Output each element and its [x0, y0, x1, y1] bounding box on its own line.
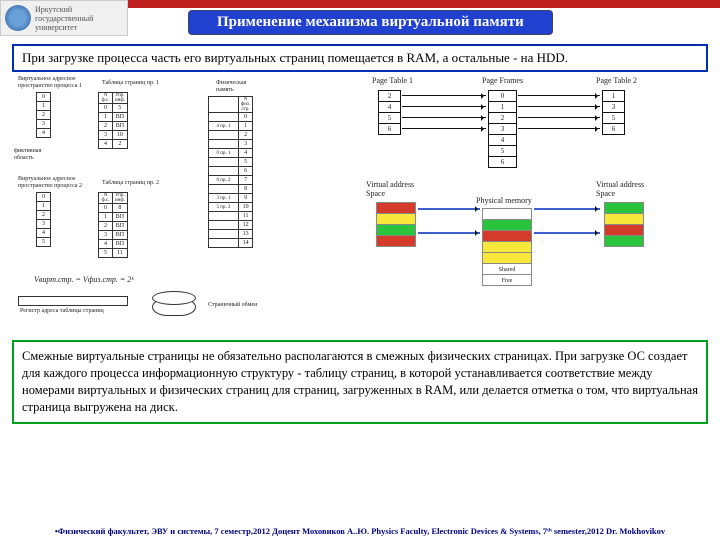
red-bar	[128, 0, 720, 8]
formula: Vвирт.стр. = Vфиз.стр. = 2ᵏ	[34, 276, 134, 285]
vas-arrow	[418, 208, 480, 210]
vas1-table: 01234	[36, 92, 51, 138]
pt1-list: 2456	[378, 90, 401, 135]
caption-pt2: Таблица страниц пр. 2	[102, 180, 159, 187]
diagram-right: Page Table 1 Page Frames Page Table 2 24…	[364, 76, 708, 336]
map-arrow	[518, 106, 600, 107]
slide-title: Применение механизма виртуальной памяти	[188, 10, 553, 35]
caption-phys: Физическая память	[216, 80, 254, 93]
vas-arrow	[534, 232, 600, 234]
label-vas2: Virtual address Space	[596, 180, 656, 198]
university-logo-block: Иркутский государственный университет	[0, 0, 128, 36]
pt2-table: N ф.с.Упр. инф.081ВП2ВП3ВП4ВП511	[98, 192, 128, 258]
caption-vas1: Виртуальное адресное пространство процес…	[18, 76, 88, 89]
map-arrow	[402, 95, 486, 96]
map-arrow	[518, 117, 600, 118]
vas1-stack	[376, 202, 416, 246]
label-pm: Physical memory	[476, 196, 532, 205]
explanation-callout: Смежные виртуальные страницы не обязател…	[12, 340, 708, 424]
intro-callout: При загрузке процесса часть его виртуаль…	[12, 44, 708, 72]
physmem-stack: SharedFree	[482, 208, 532, 285]
vas2-table: 012345	[36, 192, 51, 247]
caption-pt1: Таблица страниц пр. 1	[102, 80, 159, 87]
label-pt2: Page Table 2	[596, 76, 637, 85]
header: Иркутский государственный университет Пр…	[0, 0, 720, 36]
map-arrow	[402, 106, 486, 107]
university-name: Иркутский государственный университет	[35, 5, 123, 32]
caption-fict: фиктивная область	[14, 148, 54, 161]
label-pt1: Page Table 1	[372, 76, 413, 85]
caption-vas2: Виртуальное адресное пространство процес…	[18, 176, 88, 189]
register-box	[18, 296, 128, 306]
pt1-table: N ф.с.Упр. инф.051ВП2ВП31042	[98, 92, 128, 149]
phys-table: N физ. стр.04 пр. 11230 пр. 14560 пр. 27…	[208, 96, 253, 248]
footer-text: •Физический факультет, ЭВУ и системы, 7 …	[0, 526, 720, 536]
label-pf: Page Frames	[482, 76, 523, 85]
map-arrow	[402, 117, 486, 118]
map-arrow	[518, 95, 600, 96]
caption-register: Регистр адреса таблицы страниц	[20, 308, 104, 315]
label-vas1: Virtual address Space	[366, 180, 426, 198]
disk-icon	[152, 298, 196, 316]
vas-arrow	[418, 232, 480, 234]
pt2-list: 1356	[602, 90, 625, 135]
vas-arrow	[534, 208, 600, 210]
caption-swap: Страничный обмен	[208, 302, 257, 309]
map-arrow	[518, 128, 600, 129]
logo-icon	[5, 5, 31, 31]
diagrams-area: Виртуальное адресное пространство процес…	[12, 76, 708, 336]
diagram-left: Виртуальное адресное пространство процес…	[12, 76, 356, 336]
map-arrow	[402, 128, 486, 129]
vas2-stack	[604, 202, 644, 246]
title-strip: Применение механизма виртуальной памяти	[128, 0, 720, 36]
pageframes-list: 0123456	[488, 90, 517, 168]
